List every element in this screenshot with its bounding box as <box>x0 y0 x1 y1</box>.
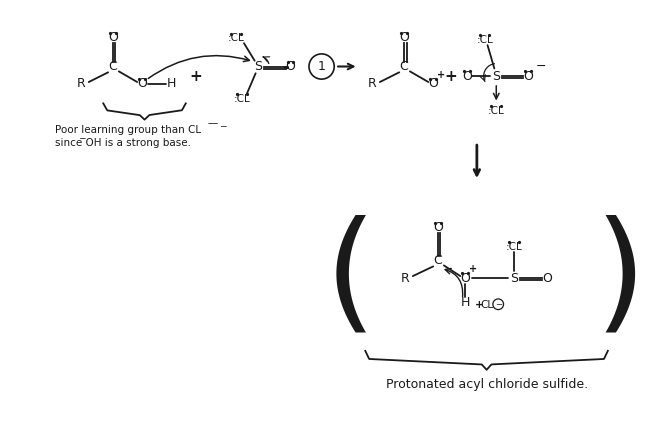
Text: C: C <box>109 60 117 73</box>
Text: +: + <box>445 69 457 84</box>
Text: O: O <box>137 77 147 90</box>
Text: :CL: :CL <box>488 106 505 116</box>
Text: H: H <box>461 296 470 309</box>
Text: R: R <box>400 271 410 285</box>
Text: O: O <box>286 60 295 73</box>
Text: −: − <box>536 60 546 73</box>
Text: +: + <box>469 265 477 274</box>
Text: S: S <box>510 271 518 285</box>
Text: Protonated acyl chloride sulfide.: Protonated acyl chloride sulfide. <box>386 378 588 391</box>
Text: R: R <box>367 77 376 90</box>
Text: 1: 1 <box>318 60 325 73</box>
Text: :CL: :CL <box>505 242 522 252</box>
Text: S: S <box>255 60 262 73</box>
Text: :CL: :CL <box>476 35 493 45</box>
Text: H: H <box>167 77 176 90</box>
Text: +: + <box>474 300 483 310</box>
Text: O: O <box>460 271 470 285</box>
Text: O: O <box>542 271 551 285</box>
Text: since ̅OH is a strong base.: since ̅OH is a strong base. <box>55 138 191 149</box>
Text: O: O <box>428 77 438 90</box>
Text: :CL: :CL <box>228 33 244 43</box>
Text: −: − <box>494 300 502 309</box>
Text: ): ) <box>595 214 646 342</box>
Text: +: + <box>189 69 202 84</box>
Text: O: O <box>399 31 409 44</box>
Text: O: O <box>108 31 118 44</box>
Text: :CL: :CL <box>234 94 250 104</box>
Text: S: S <box>492 70 500 83</box>
Text: O: O <box>524 70 533 83</box>
Text: O: O <box>433 221 443 234</box>
Text: −: − <box>219 121 226 130</box>
Text: C: C <box>434 254 443 267</box>
Text: O: O <box>462 70 472 83</box>
Text: C: C <box>400 60 408 73</box>
Text: +: + <box>437 70 445 80</box>
Text: CL: CL <box>480 300 493 310</box>
Text: (: ( <box>325 214 376 342</box>
Text: R: R <box>76 77 86 90</box>
Text: Poor learning group than CL: Poor learning group than CL <box>55 125 201 135</box>
